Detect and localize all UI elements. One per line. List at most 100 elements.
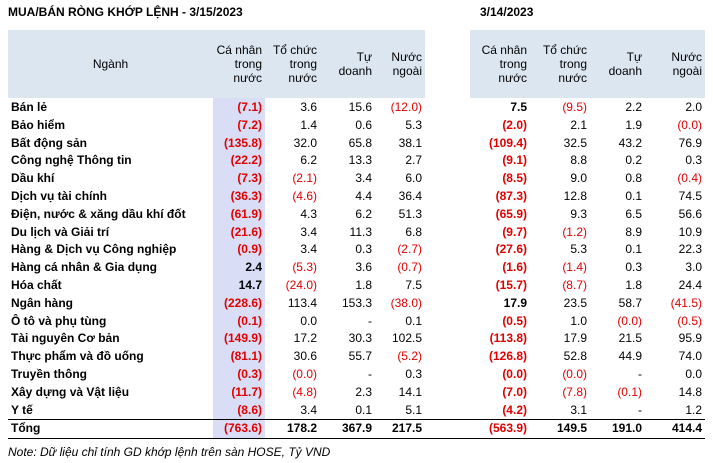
sector-name: Công nghệ Thông tin xyxy=(11,153,132,168)
value-cell: (1.2) xyxy=(562,224,587,239)
sector-name: Hàng cá nhân & Gia dụng xyxy=(11,260,158,275)
value-cell: - xyxy=(368,366,372,381)
value-cell: 3.4 xyxy=(300,242,317,257)
value-cell: 14.1 xyxy=(398,384,422,399)
value-cell: 51.3 xyxy=(398,206,422,221)
title-date: 3/14/2023 xyxy=(480,5,534,19)
value-cell: 0.6 xyxy=(355,117,372,132)
header-cell: Tự doanh xyxy=(320,30,375,98)
spacer xyxy=(425,187,470,206)
header-cell: Cá nhân trong nước xyxy=(470,30,530,98)
sector-name: Y tế xyxy=(11,402,33,417)
value-cell: (0.5) xyxy=(677,313,702,328)
value-cell: (0.0) xyxy=(292,366,317,381)
value-cell: 178.2 xyxy=(265,419,320,440)
value-cell: 15.6 xyxy=(348,100,372,114)
value-cell: 22.3 xyxy=(678,242,702,257)
value-cell: 6.0 xyxy=(405,171,422,186)
header-cell: Nước ngoài xyxy=(375,30,425,98)
value-cell: - xyxy=(368,313,372,328)
spacer xyxy=(425,294,470,313)
value-cell: (9.1) xyxy=(502,153,527,168)
value-cell: 5.1 xyxy=(405,402,422,417)
sector-name: Bán lẻ xyxy=(11,100,48,114)
value-cell: 95.9 xyxy=(678,331,702,346)
value-cell: (5.3) xyxy=(292,260,317,275)
value-cell: - xyxy=(638,402,642,417)
value-cell: (87.3) xyxy=(495,188,527,203)
value-cell: (0.3) xyxy=(213,365,265,384)
value-cell: 0.8 xyxy=(625,171,642,186)
value-cell: 30.3 xyxy=(348,331,372,346)
header-cell: Tổ chức trong nước xyxy=(530,30,590,98)
value-cell: 65.8 xyxy=(348,135,372,150)
value-cell: 24.4 xyxy=(678,277,702,292)
value-cell: 7.5 xyxy=(405,277,422,292)
value-cell: (149.9) xyxy=(213,330,265,349)
sector-name: Bất động sản xyxy=(11,135,88,150)
value-cell: (0.5) xyxy=(502,313,527,328)
sector-name: Ô tô và phụ tùng xyxy=(11,313,107,328)
spacer xyxy=(425,223,470,242)
value-cell: (0.4) xyxy=(677,171,702,186)
value-cell: 2.2 xyxy=(625,100,642,114)
value-cell: (0.9) xyxy=(213,241,265,260)
value-cell: (126.8) xyxy=(488,349,527,364)
value-cell: 367.9 xyxy=(320,419,375,440)
spacer xyxy=(425,134,470,153)
value-cell: (0.0) xyxy=(617,313,642,328)
value-cell: (0.7) xyxy=(397,260,422,275)
value-cell: 32.0 xyxy=(293,135,317,150)
value-cell: (2.7) xyxy=(397,242,422,257)
spacer xyxy=(425,348,470,366)
table-row: Bất động sản (135.8) 32.0 65.8 38.1 (109.4) 32… xyxy=(8,134,705,153)
value-cell: 13.3 xyxy=(348,153,372,168)
value-cell: 1.8 xyxy=(355,277,372,292)
value-cell: 2.7 xyxy=(405,153,422,168)
value-cell: (9.7) xyxy=(502,224,527,239)
value-cell: 6.2 xyxy=(300,153,317,168)
value-cell: 17.9 xyxy=(563,331,587,346)
table-row: Bảo hiểm (7.2) 1.4 0.6 5.3 (2.0) 2.1 1.9 (0.0) xyxy=(8,116,705,135)
value-cell: 23.5 xyxy=(563,295,587,310)
table-row: Truyền thông (0.3) (0.0) - 0.3 (0.0) (0.0) - 0.0 xyxy=(8,365,705,384)
spacer xyxy=(425,312,470,331)
value-cell: 0.1 xyxy=(405,313,422,328)
value-cell: (5.2) xyxy=(397,349,422,364)
spacer xyxy=(425,205,470,224)
value-cell: (27.6) xyxy=(495,242,527,257)
spacer xyxy=(425,259,470,277)
value-cell: 414.4 xyxy=(645,419,705,440)
value-cell: 3.4 xyxy=(355,171,372,186)
value-cell: (8.5) xyxy=(502,171,527,186)
value-cell: 38.1 xyxy=(398,135,422,150)
value-cell: 74.5 xyxy=(678,188,702,203)
value-cell: 102.5 xyxy=(391,331,422,346)
table-row: Hàng & Dịch vụ Công nghiệp (0.9) 3.4 0.3 (2.… xyxy=(8,241,705,260)
value-cell: 0.1 xyxy=(625,242,642,257)
value-cell: 56.6 xyxy=(678,206,702,221)
value-cell: 76.9 xyxy=(678,135,702,150)
value-cell: (0.1) xyxy=(213,312,265,331)
value-cell: (2.1) xyxy=(292,171,317,186)
value-cell: (7.3) xyxy=(213,170,265,188)
value-cell: (113.8) xyxy=(489,331,527,346)
value-cell: 8.9 xyxy=(625,224,642,239)
spacer xyxy=(425,241,470,260)
value-cell: 11.3 xyxy=(349,224,372,239)
note: Note: Dữ liệu chỉ tính GD khớp lệnh trên… xyxy=(8,445,331,459)
value-cell: 1.4 xyxy=(300,117,317,132)
spacer xyxy=(425,419,470,440)
table-row: Dịch vụ tài chính (36.3) (4.6) 4.4 36.4 (87.3… xyxy=(8,187,705,206)
value-cell: 14.7 xyxy=(213,276,265,295)
value-cell: 113.4 xyxy=(287,295,317,310)
value-cell: 153.3 xyxy=(341,295,372,310)
value-cell: 0.3 xyxy=(685,153,702,168)
title: MUA/BÁN RÒNG KHỚP LỆNH - 3/15/2023 xyxy=(8,5,243,19)
value-cell: 0.3 xyxy=(405,366,422,381)
table-row: Công nghệ Thông tin (22.2) 6.2 13.3 2.7 (9.1)… xyxy=(8,152,705,171)
header-cell: Nước ngoài xyxy=(645,30,705,98)
value-cell: (7.1) xyxy=(213,98,265,117)
value-cell: 3.4 xyxy=(300,402,317,417)
